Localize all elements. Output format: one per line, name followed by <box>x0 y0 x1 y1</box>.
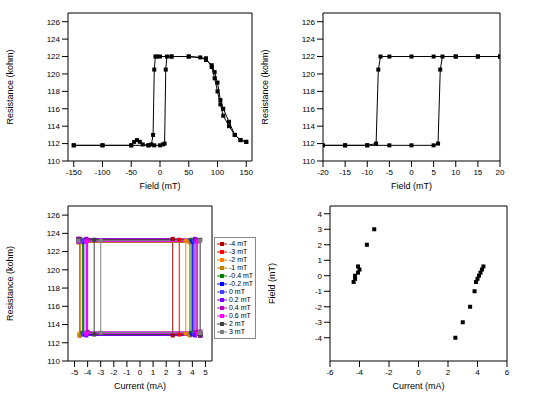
svg-text:114: 114 <box>302 122 315 131</box>
svg-text:3: 3 <box>177 368 182 377</box>
svg-text:-3: -3 <box>315 318 323 327</box>
svg-text:-2: -2 <box>315 303 323 312</box>
svg-text:3: 3 <box>318 225 323 234</box>
svg-text:110: 110 <box>47 357 60 366</box>
svg-text:114: 114 <box>47 122 60 131</box>
html-text:0 mT: 0 mT <box>229 288 245 295</box>
svg-text:50: 50 <box>184 168 193 177</box>
svg-text:120: 120 <box>47 266 61 275</box>
html-text:-1 mT: -1 mT <box>229 264 248 271</box>
svg-text:Current (mA): Current (mA) <box>392 381 444 391</box>
svg-text:0: 0 <box>138 368 143 377</box>
svg-text:-5: -5 <box>71 368 79 377</box>
svg-text:-1: -1 <box>315 287 323 296</box>
svg-text:-4: -4 <box>356 368 364 377</box>
svg-text:118: 118 <box>302 87 315 96</box>
svg-text:15: 15 <box>473 168 482 177</box>
svg-text:2: 2 <box>446 368 451 377</box>
svg-text:114: 114 <box>47 320 60 329</box>
svg-text:1: 1 <box>318 256 323 265</box>
svg-text:-100: -100 <box>94 168 111 177</box>
svg-text:Current (mA): Current (mA) <box>114 381 166 391</box>
svg-text:118: 118 <box>47 284 60 293</box>
svg-text:4: 4 <box>190 368 195 377</box>
svg-text:-10: -10 <box>361 168 373 177</box>
svg-text:-2: -2 <box>385 368 393 377</box>
svg-text:Field (mT): Field (mT) <box>391 181 432 191</box>
svg-text:124: 124 <box>302 35 316 44</box>
svg-text:122: 122 <box>47 247 61 256</box>
svg-text:6: 6 <box>505 368 510 377</box>
html-text:2 mT: 2 mT <box>229 320 245 327</box>
svg-text:0: 0 <box>409 168 414 177</box>
svg-text:116: 116 <box>302 105 315 114</box>
svg-text:-1: -1 <box>123 368 131 377</box>
svg-text:116: 116 <box>47 302 60 311</box>
svg-text:122: 122 <box>47 52 61 61</box>
svg-text:112: 112 <box>302 139 315 148</box>
svg-text:110: 110 <box>47 157 60 166</box>
svg-text:-15: -15 <box>339 168 351 177</box>
svg-text:116: 116 <box>47 105 60 114</box>
svg-text:112: 112 <box>47 339 60 348</box>
svg-text:Resistance (kohm): Resistance (kohm) <box>260 49 270 124</box>
svg-text:-5: -5 <box>386 168 394 177</box>
svg-text:124: 124 <box>47 229 61 238</box>
svg-text:-2: -2 <box>110 368 118 377</box>
svg-text:126: 126 <box>302 18 316 27</box>
svg-text:-4: -4 <box>315 334 323 343</box>
html-text:-0.4 mT: -0.4 mT <box>229 272 254 279</box>
svg-text:-20: -20 <box>317 168 329 177</box>
svg-text:-3: -3 <box>97 368 105 377</box>
svg-text:Field (mT): Field (mT) <box>140 181 181 191</box>
html-text:0.2 mT: 0.2 mT <box>229 296 251 303</box>
svg-text:0: 0 <box>318 272 323 281</box>
svg-text:4: 4 <box>475 368 480 377</box>
svg-text:118: 118 <box>47 87 60 96</box>
html-text:-0.2 mT: -0.2 mT <box>229 280 254 287</box>
svg-text:-6: -6 <box>326 368 334 377</box>
svg-text:4: 4 <box>318 210 323 219</box>
svg-text:0: 0 <box>416 368 421 377</box>
svg-text:-4: -4 <box>84 368 92 377</box>
svg-text:100: 100 <box>211 168 225 177</box>
svg-text:150: 150 <box>240 168 254 177</box>
svg-text:120: 120 <box>302 70 316 79</box>
svg-text:126: 126 <box>47 18 61 27</box>
svg-text:0: 0 <box>158 168 163 177</box>
svg-text:-150: -150 <box>66 168 83 177</box>
svg-text:112: 112 <box>47 139 60 148</box>
svg-text:2: 2 <box>318 241 323 250</box>
svg-text:Field (mT): Field (mT) <box>267 263 277 304</box>
html-text:-4 mT: -4 mT <box>229 240 248 247</box>
svg-text:126: 126 <box>47 211 61 220</box>
svg-text:1: 1 <box>151 368 156 377</box>
html-text:-2 mT: -2 mT <box>229 256 248 263</box>
html-text:-3 mT: -3 mT <box>229 248 248 255</box>
svg-text:Resistance (kohm): Resistance (kohm) <box>8 49 15 124</box>
svg-text:5: 5 <box>431 168 436 177</box>
html-text:3 mT: 3 mT <box>229 328 245 335</box>
svg-text:120: 120 <box>47 70 61 79</box>
svg-text:110: 110 <box>302 157 315 166</box>
html-text:0.4 mT: 0.4 mT <box>229 304 251 311</box>
svg-text:-50: -50 <box>125 168 137 177</box>
svg-text:10: 10 <box>451 168 460 177</box>
svg-text:5: 5 <box>203 368 208 377</box>
svg-text:124: 124 <box>47 35 61 44</box>
html-text:0.6 mT: 0.6 mT <box>229 312 251 319</box>
svg-text:2: 2 <box>164 368 169 377</box>
svg-text:Resistance (kohm): Resistance (kohm) <box>8 246 15 321</box>
svg-text:20: 20 <box>496 168 505 177</box>
svg-text:122: 122 <box>302 52 316 61</box>
